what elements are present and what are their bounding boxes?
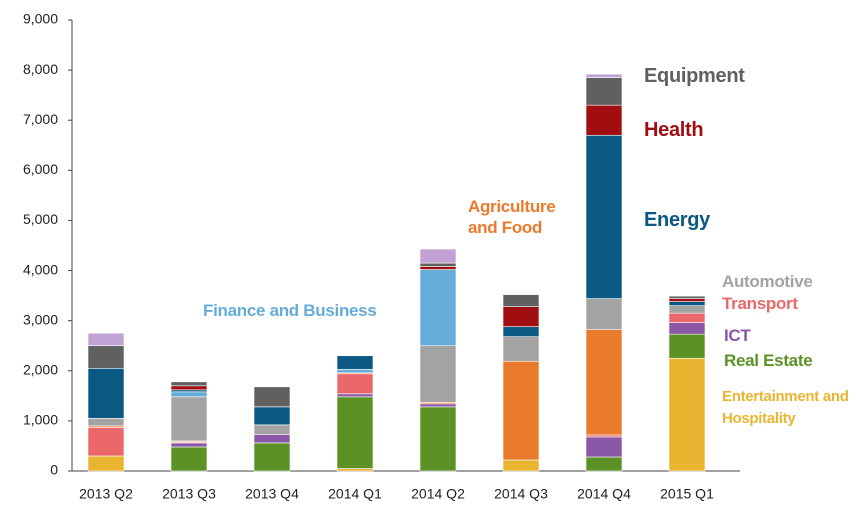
bar-segment <box>585 329 623 436</box>
bar-segment <box>419 248 457 264</box>
bar-segment <box>336 396 374 469</box>
bar-segment <box>87 367 125 419</box>
bar-segment <box>87 418 125 427</box>
y-tick-label: 8,000 <box>23 61 58 77</box>
x-tick-label: 2013 Q3 <box>162 486 216 502</box>
bar-segment <box>253 386 291 408</box>
bar-segment <box>170 442 208 448</box>
bar-segment <box>585 104 623 136</box>
bar-segment <box>668 295 706 299</box>
y-tick-label: 9,000 <box>23 11 58 27</box>
bar-segment <box>170 389 208 393</box>
bar-segment <box>585 298 623 330</box>
bar-segment <box>253 442 291 472</box>
x-tick-label: 2014 Q1 <box>328 486 382 502</box>
bar-segment <box>585 456 623 472</box>
series-label: ICT <box>724 326 751 345</box>
bar-segment <box>87 455 125 472</box>
y-tick-label: 2,000 <box>23 361 58 377</box>
series-label: Energy <box>644 209 711 231</box>
bar-segment <box>419 406 457 472</box>
bar-segment <box>87 345 125 369</box>
bar-segment <box>585 436 623 458</box>
bar-segment <box>87 332 125 347</box>
y-tick-label: 4,000 <box>23 261 58 277</box>
bar-segment <box>585 434 623 438</box>
y-tick-label: 6,000 <box>23 161 58 177</box>
bar-segment <box>585 77 623 106</box>
x-tick-label: 2013 Q4 <box>245 486 299 502</box>
bar-segment <box>170 385 208 391</box>
bar-segment <box>419 266 457 270</box>
bar-segment <box>668 312 706 323</box>
bar-segment <box>253 434 291 444</box>
bar-segment <box>253 424 291 435</box>
bar-segment <box>336 468 374 472</box>
bar-segment <box>502 360 540 461</box>
bar-segment <box>585 73 623 78</box>
series-label: Real Estate <box>724 351 813 370</box>
series-label: Equipment <box>644 65 745 87</box>
bar-segment <box>419 262 457 267</box>
x-tick-label: 2014 Q2 <box>411 486 465 502</box>
y-tick-label: 5,000 <box>23 211 58 227</box>
bar-segment <box>336 393 374 398</box>
bar-segment <box>585 134 623 299</box>
x-tick-label: 2014 Q4 <box>577 486 631 502</box>
bar-segment <box>668 305 706 314</box>
bar-segment <box>170 391 208 398</box>
series-label: Entertainment and Hospitality <box>722 388 849 427</box>
bar-segment <box>668 301 706 306</box>
x-tick-label: 2015 Q1 <box>660 486 714 502</box>
series-label: Transport <box>722 294 798 313</box>
bar-segment <box>170 381 208 387</box>
x-tick-label: 2013 Q2 <box>79 486 133 502</box>
bar-segment <box>419 345 457 403</box>
bar-segment <box>87 427 125 457</box>
y-tick-label: 1,000 <box>23 412 58 428</box>
bar-segment <box>502 294 540 307</box>
series-label: Finance and Business <box>203 301 377 320</box>
bar-segment <box>253 406 291 426</box>
bar-segment <box>502 336 540 362</box>
series-label: Health <box>644 119 704 141</box>
bar-segment <box>336 355 374 370</box>
bar-segment <box>336 368 374 374</box>
bar-segment <box>668 357 706 472</box>
bar-segment <box>170 446 208 472</box>
bar-segment <box>336 373 374 395</box>
y-tick-label: 7,000 <box>23 111 58 127</box>
bar-segment <box>502 306 540 327</box>
bar-segment <box>502 326 540 338</box>
series-label: Automotive <box>722 272 813 291</box>
series-label: Agriculture and Food <box>468 197 556 237</box>
bar-segment <box>419 403 457 408</box>
bar-segment <box>668 322 706 335</box>
x-tick-label: 2014 Q3 <box>494 486 548 502</box>
bar-segment <box>668 298 706 302</box>
bar-segment <box>170 396 208 442</box>
bar-segment <box>502 459 540 472</box>
bar-segment <box>668 333 706 359</box>
y-tick-label: 0 <box>50 462 58 478</box>
y-tick-label: 3,000 <box>23 311 58 327</box>
